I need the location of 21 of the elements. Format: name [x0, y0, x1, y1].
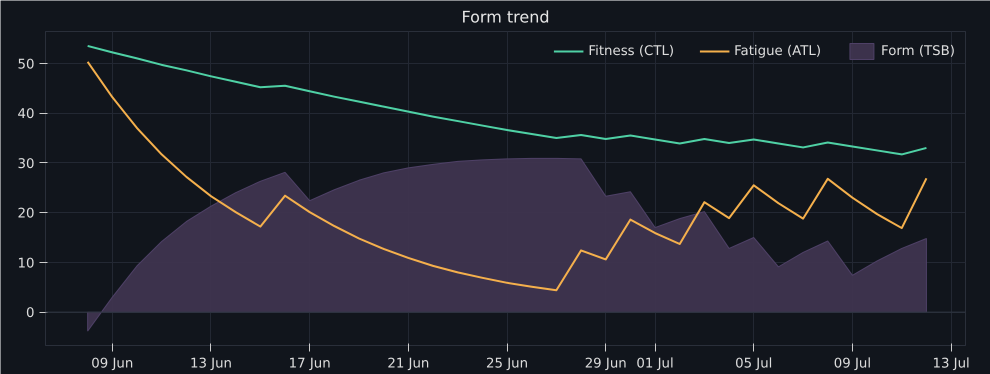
legend-label: Fatigue (ATL) [734, 44, 822, 58]
x-tick-label: 09 Jun [91, 356, 134, 372]
y-tick-label: 30 [18, 156, 35, 172]
x-tick-label: 21 Jun [387, 356, 430, 372]
line-series [86, 60, 928, 292]
legend-label: Fitness (CTL) [588, 44, 674, 58]
x-tick-label: 13 Jun [190, 356, 232, 372]
y-tick-label: 40 [18, 107, 35, 122]
x-tick-label: 13 Jul [932, 356, 970, 372]
x-tick-label: 05 Jul [735, 356, 772, 372]
x-tick-label: 17 Jun [288, 356, 331, 372]
y-tick-label: 20 [18, 206, 35, 222]
x-tick-label: 09 Jul [834, 356, 872, 372]
chart-title: Form trend [461, 8, 550, 26]
legend-label: Form (TSB) [881, 44, 955, 58]
x-tick-label: 01 Jul [636, 356, 674, 372]
y-tick-label: 50 [18, 57, 35, 72]
x-tick-label: 25 Jun [486, 356, 528, 372]
x-tick-label: 29 Jun [584, 356, 627, 372]
y-tick-label: 0 [26, 306, 35, 322]
y-tick-label: 10 [18, 256, 35, 272]
